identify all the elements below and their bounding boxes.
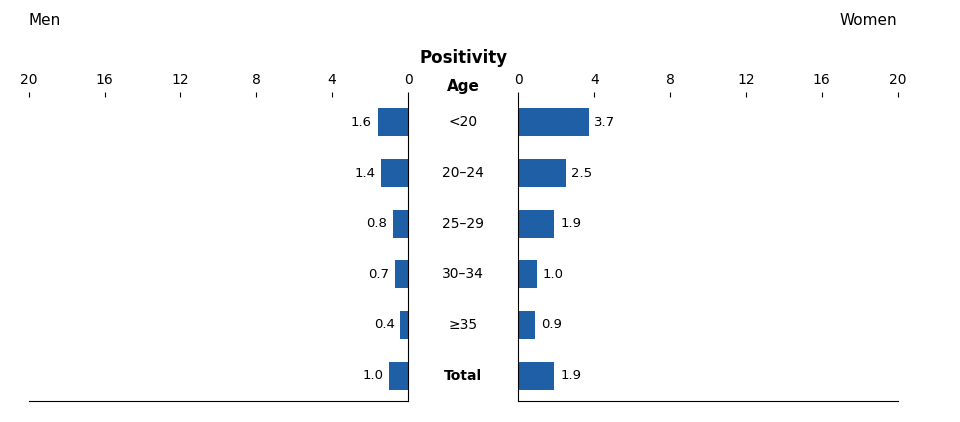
Bar [518,159,565,187]
Bar [381,159,408,187]
Text: 0.4: 0.4 [373,319,395,331]
Text: 1.0: 1.0 [362,369,383,382]
Text: 30–34: 30–34 [443,267,484,281]
Text: 1.6: 1.6 [351,116,372,129]
Bar [393,210,408,238]
Text: 0.8: 0.8 [367,217,387,230]
Bar [377,108,408,136]
Text: Positivity: Positivity [420,49,507,67]
Text: Men: Men [29,13,61,28]
Text: <20: <20 [448,115,478,130]
Bar [518,210,555,238]
Bar [395,260,408,288]
Bar [389,362,408,390]
Bar [518,260,538,288]
Text: 1.9: 1.9 [560,369,581,382]
Bar [518,311,536,339]
Text: 20–24: 20–24 [443,166,484,180]
Text: 2.5: 2.5 [571,167,592,179]
Text: 25–29: 25–29 [443,216,484,231]
Text: Age: Age [446,79,480,94]
Text: 1.9: 1.9 [560,217,581,230]
Text: 3.7: 3.7 [594,116,615,129]
Text: 1.0: 1.0 [543,268,564,281]
Bar [518,362,555,390]
Text: Total: Total [444,368,482,383]
Text: 1.4: 1.4 [355,167,375,179]
Text: ≥35: ≥35 [448,318,478,332]
Bar [400,311,408,339]
Text: Women: Women [840,13,898,28]
Text: 0.7: 0.7 [368,268,389,281]
Bar [518,108,588,136]
Text: 0.9: 0.9 [541,319,562,331]
